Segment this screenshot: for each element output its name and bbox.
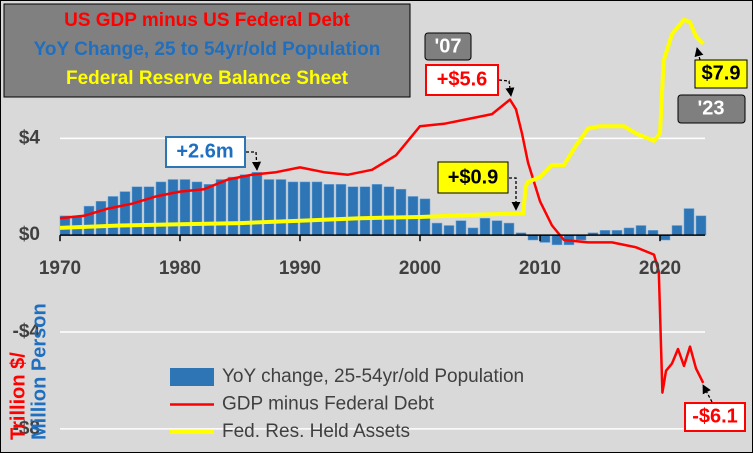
y-tick-label: -$8	[13, 418, 40, 439]
x-tick-label: 2000	[399, 258, 441, 279]
annotation: $7.9	[702, 62, 741, 84]
bar	[323, 184, 335, 236]
bar	[215, 179, 227, 236]
annotation: -$6.1	[692, 405, 738, 427]
bar	[431, 222, 443, 236]
bar	[503, 222, 515, 236]
bar	[479, 217, 491, 236]
line	[59, 98, 705, 394]
bar	[455, 220, 467, 236]
bar	[371, 184, 383, 236]
title-box	[3, 3, 411, 98]
annotation: '23	[697, 97, 724, 119]
bar	[119, 191, 131, 236]
bar	[179, 179, 191, 236]
bar	[623, 227, 635, 236]
bar	[275, 179, 287, 236]
x-tick-label: 1990	[279, 258, 321, 279]
arrow	[702, 384, 713, 403]
bar	[443, 225, 455, 236]
arrow	[694, 47, 704, 61]
annotation: +2.6m	[176, 140, 233, 162]
bar	[263, 179, 275, 236]
annotation-box	[677, 94, 746, 124]
legend-label: GDP minus Federal Debt	[222, 394, 435, 415]
x-tick-label: 1980	[159, 258, 201, 279]
y-tick-label: -$4	[13, 321, 41, 342]
x-tick-label: 1970	[39, 258, 81, 279]
bar	[671, 225, 683, 236]
bar	[107, 196, 119, 236]
bar	[155, 181, 167, 236]
bar	[335, 184, 347, 236]
bar	[167, 179, 179, 236]
annotation: +$0.9	[448, 166, 499, 188]
bar	[287, 181, 299, 236]
y-tick-label: $0	[19, 224, 40, 245]
annotation-box	[437, 161, 509, 194]
bar	[395, 188, 407, 236]
bar	[635, 225, 647, 236]
bar	[299, 181, 311, 236]
bar	[311, 181, 323, 236]
bar	[95, 201, 107, 236]
y-tick-label: $4	[19, 127, 41, 148]
annotation-box	[425, 64, 499, 96]
bar	[239, 174, 251, 236]
annotation-box	[165, 136, 246, 168]
title-line: YoY Change, 25 to 54yr/old Population	[34, 39, 381, 60]
bar	[227, 176, 239, 236]
title-line: US GDP minus US Federal Debt	[64, 10, 350, 31]
bar	[359, 186, 371, 236]
line	[59, 17, 705, 230]
bar	[539, 234, 551, 243]
y-label: Million Person	[28, 303, 50, 440]
legend-label: YoY change, 25-54yr/old Population	[222, 366, 524, 387]
x-tick-label: 2020	[639, 258, 681, 279]
annotation-box	[684, 402, 746, 432]
arrow	[498, 79, 515, 97]
y-label: Trillion $/	[7, 352, 29, 440]
bar	[467, 227, 479, 236]
arrow	[246, 151, 262, 171]
bar	[143, 186, 155, 236]
bar	[491, 220, 503, 236]
legend-swatch	[170, 368, 214, 386]
annotation: '07	[434, 35, 461, 57]
bar	[683, 208, 695, 236]
legend-label: Fed. Res. Held Assets	[222, 421, 410, 442]
bar	[203, 184, 215, 236]
arrow	[509, 177, 521, 211]
annotation-box	[694, 59, 748, 89]
bar	[131, 186, 143, 236]
x-tick-label: 2010	[519, 258, 561, 279]
bar	[695, 215, 707, 236]
annotation: +$5.6	[437, 68, 488, 90]
title-line: Federal Reserve Balance Sheet	[66, 68, 349, 89]
bar	[251, 171, 263, 236]
bar	[83, 205, 95, 236]
bar	[347, 186, 359, 236]
bar	[383, 186, 395, 236]
annotation-box	[424, 32, 472, 61]
